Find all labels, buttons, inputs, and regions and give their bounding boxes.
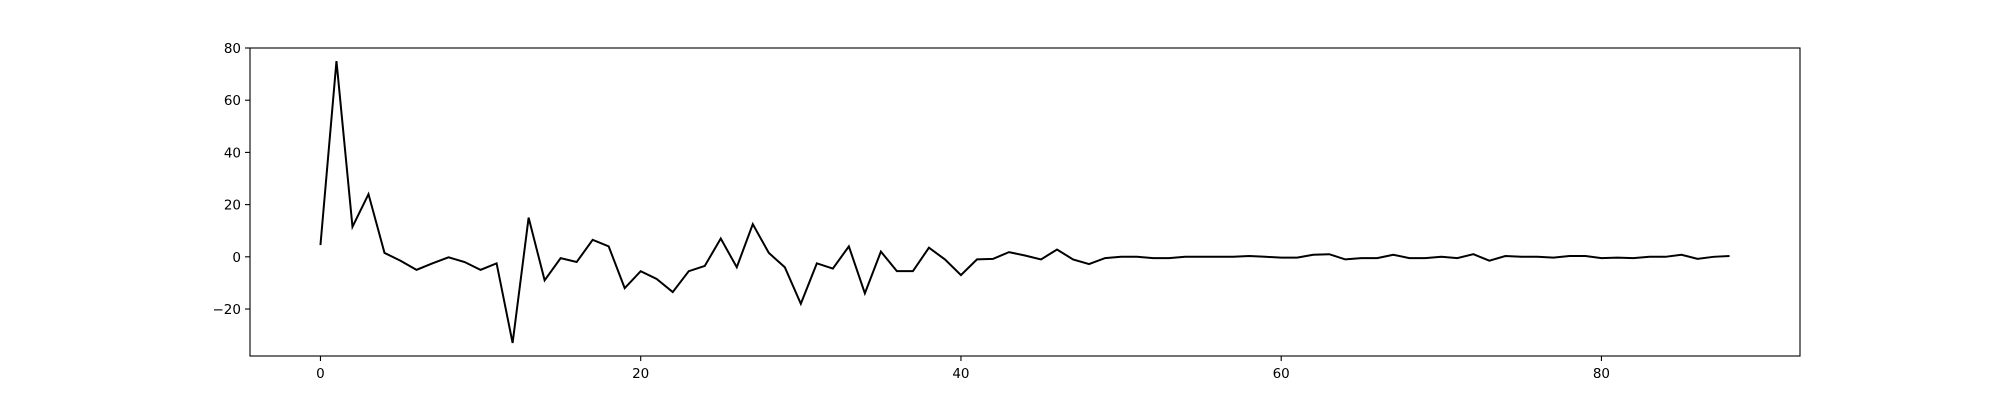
x-tick-label-40: 40 [952, 366, 969, 382]
series-line-0 [319, 60, 1730, 344]
axes: 0 20 40 60 80 −20 0 20 40 60 80 [213, 41, 1801, 382]
x-tick-label-80: 80 [1593, 366, 1610, 382]
y-tick-label-40: 40 [224, 145, 241, 161]
y-tick-label--20: −20 [213, 302, 242, 318]
y-tick-label-0: 0 [232, 250, 241, 266]
x-tick-label-0: 0 [316, 366, 325, 382]
x-tick-label-60: 60 [1273, 366, 1290, 382]
y-tick-label-80: 80 [224, 41, 241, 57]
x-tick-label-20: 20 [632, 366, 649, 382]
y-tick-label-20: 20 [224, 198, 241, 214]
plot-area [319, 60, 1730, 344]
y-tick-label-60: 60 [224, 93, 241, 109]
plot-frame [249, 47, 1801, 357]
